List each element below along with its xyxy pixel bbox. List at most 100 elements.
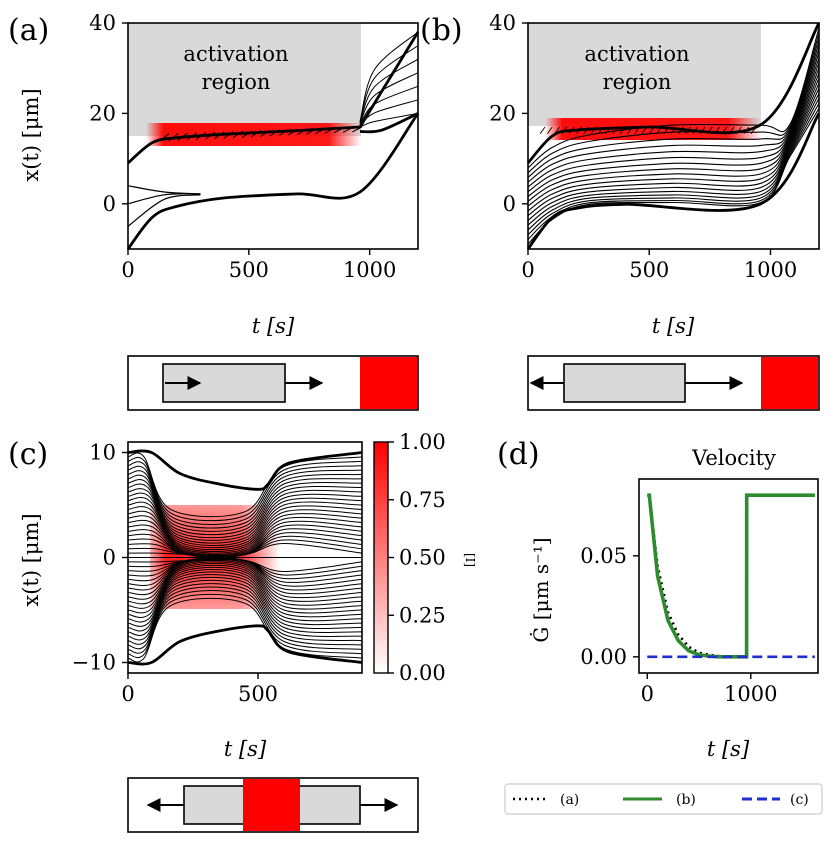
trajectory-a-edge bbox=[260, 129, 271, 137]
trajectory-b-edge bbox=[554, 126, 560, 134]
trajectory-b-17 bbox=[527, 27, 820, 169]
trajectory-c bbox=[127, 569, 363, 623]
trajectory-c bbox=[127, 561, 363, 606]
trajectory-a-edge bbox=[195, 132, 207, 141]
trajectory-c bbox=[127, 497, 363, 549]
velocity-title: Velocity bbox=[691, 446, 776, 470]
trajectory-c bbox=[127, 501, 363, 551]
trajectory-c-0 bbox=[127, 449, 363, 491]
trajectory-c bbox=[127, 574, 363, 632]
trajectory-b-9 bbox=[527, 67, 820, 207]
trajectories-c bbox=[127, 449, 363, 666]
trajectory-b-0 bbox=[526, 112, 821, 250]
trajectory-a-edge bbox=[269, 129, 280, 137]
trajectory-b-edge bbox=[678, 126, 684, 134]
legend-label-a: (a) bbox=[560, 792, 579, 808]
trajectory-c bbox=[127, 479, 363, 539]
colorbar-tick-label: 0.25 bbox=[399, 603, 446, 627]
trajectory-c bbox=[127, 483, 363, 541]
trajectory-c bbox=[127, 505, 363, 552]
colorbar-tick-label: 1.00 bbox=[399, 430, 446, 454]
panel-label-a: (a) bbox=[8, 13, 49, 48]
axes-frame-d bbox=[638, 478, 819, 674]
trajectory-c bbox=[127, 560, 363, 602]
trajectory-c-1 bbox=[127, 624, 363, 666]
trajectory-c bbox=[127, 461, 363, 525]
panel-b: activation region 0 500 1000 0 20 40 bbox=[489, 11, 821, 282]
trajectory-c bbox=[127, 579, 363, 641]
trajectory-a-6 bbox=[127, 194, 201, 227]
schematic-b-cell bbox=[563, 363, 686, 403]
schematic-c bbox=[127, 777, 419, 833]
trajectory-c bbox=[127, 593, 363, 659]
trajectory-a-edge bbox=[278, 129, 289, 136]
activation-label-a-1: activation bbox=[183, 42, 288, 66]
ytick-label: −10 bbox=[72, 651, 116, 675]
trajectory-c bbox=[127, 564, 363, 614]
trajectory-a-late bbox=[359, 112, 419, 128]
panel-a: activation region 0 500 1000 0 20 40 bbox=[89, 11, 420, 282]
activation-red-a bbox=[146, 123, 361, 146]
trajectory-b-edge bbox=[699, 126, 706, 134]
ticks-b: 0 500 1000 0 20 40 bbox=[489, 11, 797, 282]
trajectory-a-edge bbox=[232, 130, 243, 139]
panel-label-d: (d) bbox=[497, 437, 540, 472]
xtick-label: 0 bbox=[121, 258, 134, 282]
trajectory-b-edge bbox=[583, 126, 589, 134]
trajectory-b-3 bbox=[527, 98, 820, 236]
colorbar: 0.00 0.25 0.50 0.75 1.00 [I] bbox=[373, 430, 477, 685]
trajectory-b-edge bbox=[627, 126, 633, 134]
activation-region-b bbox=[528, 23, 761, 126]
axes-frame-b bbox=[527, 22, 820, 250]
trajectory-c bbox=[127, 465, 363, 529]
trajectory-a-late bbox=[359, 85, 419, 126]
trajectory-c bbox=[127, 452, 363, 518]
trajectory-c bbox=[127, 558, 363, 599]
xlabel-b: t [s] bbox=[652, 314, 695, 338]
legend-box bbox=[504, 783, 823, 815]
colorbar-tick-label: 0.50 bbox=[399, 546, 446, 570]
trajectory-b-13 bbox=[527, 47, 820, 188]
panel-d: Velocity 0 1000 0.00 0.05 bbox=[580, 446, 819, 706]
trajectory-a-edge bbox=[342, 126, 354, 133]
trajectory-b-edge bbox=[605, 126, 611, 134]
trajectory-c bbox=[127, 571, 363, 627]
trajectory-a-edge bbox=[186, 132, 197, 141]
trajectory-c bbox=[127, 590, 363, 654]
trajectory-b-edge bbox=[663, 126, 669, 134]
trajectory-c bbox=[127, 470, 363, 532]
trajectory-a-edge bbox=[241, 130, 252, 138]
trajectory-b-edge bbox=[612, 126, 619, 134]
trajectory-a-edge bbox=[306, 128, 317, 135]
legend-label-c: (c) bbox=[790, 792, 809, 808]
trajectory-a-edge bbox=[177, 132, 188, 141]
colorbar-label: [I] bbox=[463, 553, 477, 567]
trajectory-c bbox=[127, 583, 363, 645]
velocity-series-0 bbox=[647, 493, 731, 659]
trajectory-c bbox=[127, 597, 363, 663]
trajectory-c bbox=[127, 488, 363, 544]
panel-label-b: (b) bbox=[420, 13, 463, 48]
ylabel-d: Ġ [μm s⁻¹] bbox=[528, 537, 553, 642]
trajectory-c bbox=[127, 576, 363, 636]
trajectory-b-8 bbox=[527, 72, 820, 212]
trajectory-b-10 bbox=[527, 62, 820, 202]
trajectory-a-edge bbox=[205, 131, 216, 140]
xtick-label: 500 bbox=[238, 682, 278, 706]
trajectory-a-late bbox=[359, 99, 419, 127]
schematic-a bbox=[127, 355, 419, 411]
trajectory-c bbox=[127, 492, 363, 546]
trajectory-b-12 bbox=[527, 52, 820, 193]
velocity-curves bbox=[647, 493, 815, 659]
legend-label-b: (b) bbox=[676, 792, 696, 808]
xtick-label: 1000 bbox=[724, 682, 777, 706]
ytick-label: 0.05 bbox=[580, 544, 627, 568]
trajectory-c bbox=[127, 520, 363, 558]
ytick-label: 0 bbox=[103, 192, 116, 216]
trajectory-b-6 bbox=[527, 83, 820, 221]
ytick-label: 40 bbox=[489, 11, 516, 35]
trajectory-b-11 bbox=[527, 58, 820, 197]
trajectory-b-edge bbox=[619, 126, 626, 134]
colorbar-tick-label: 0.75 bbox=[399, 488, 446, 512]
